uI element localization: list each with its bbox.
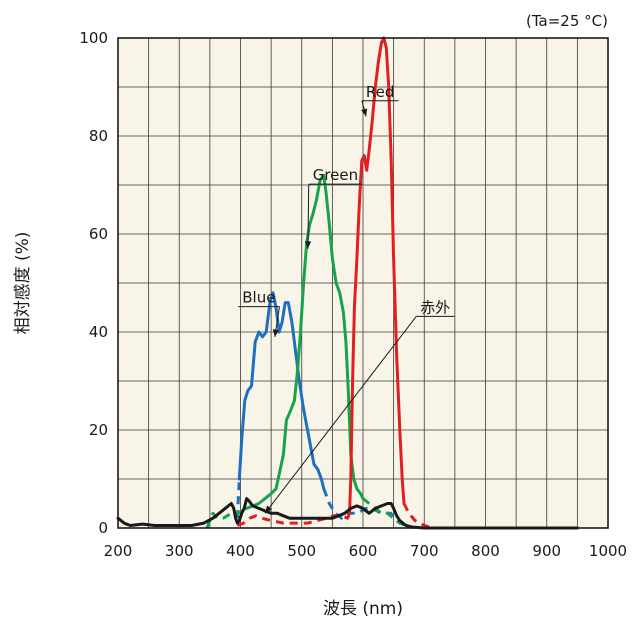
y-axis-label: 相対感度 (%) bbox=[13, 232, 33, 335]
annotation-label-1: Red bbox=[366, 83, 395, 101]
y-tick-labels: 0 20 40 60 80 100 bbox=[79, 29, 108, 537]
annotation-arrowhead-2 bbox=[304, 241, 312, 249]
series-1-line bbox=[237, 291, 326, 491]
x-tick-500: 500 bbox=[287, 542, 316, 560]
x-tick-200: 200 bbox=[104, 542, 133, 560]
y-tick-40: 40 bbox=[89, 323, 108, 341]
x-tick-900: 900 bbox=[532, 542, 561, 560]
annotation-layer: Red Green Blue 赤外 bbox=[238, 83, 455, 514]
series-1-dashed-tail bbox=[322, 488, 407, 527]
y-tick-20: 20 bbox=[89, 421, 108, 439]
y-tick-100: 100 bbox=[79, 29, 108, 47]
series-4-line bbox=[116, 497, 579, 530]
y-tick-60: 60 bbox=[89, 225, 108, 243]
series-2-dashed-tail bbox=[362, 497, 407, 527]
x-tick-labels: 200 300 400 500 600 700 800 900 1000 bbox=[104, 542, 627, 560]
series-3-line bbox=[348, 36, 406, 515]
y-tick-0: 0 bbox=[98, 519, 108, 537]
series-layer bbox=[116, 36, 579, 530]
condition-label: (Ta=25 °C) bbox=[526, 12, 608, 30]
series-2-dashed-head bbox=[205, 507, 248, 529]
x-tick-300: 300 bbox=[165, 542, 194, 560]
grid-lines bbox=[118, 38, 608, 528]
x-tick-700: 700 bbox=[410, 542, 439, 560]
annotation-arrowhead-4 bbox=[265, 505, 272, 514]
series-3-dashed-head bbox=[236, 512, 351, 527]
x-tick-600: 600 bbox=[349, 542, 378, 560]
x-tick-1000: 1000 bbox=[589, 542, 627, 560]
y-tick-80: 80 bbox=[89, 127, 108, 145]
annotation-arrowhead-3 bbox=[272, 329, 280, 337]
x-axis-label: 波長 (nm) bbox=[323, 599, 403, 619]
annotation-label-3: Blue bbox=[242, 289, 275, 307]
x-tick-800: 800 bbox=[471, 542, 500, 560]
annotation-arrowhead-1 bbox=[361, 108, 368, 117]
plot-frame bbox=[117, 37, 609, 529]
x-tick-400: 400 bbox=[226, 542, 255, 560]
annotation-label-4: 赤外 bbox=[420, 298, 450, 316]
annotation-leader-4 bbox=[264, 316, 417, 514]
annotation-leader-2 bbox=[307, 184, 310, 249]
annotation-label-2: Green bbox=[313, 166, 358, 184]
series-2-line bbox=[245, 173, 365, 510]
